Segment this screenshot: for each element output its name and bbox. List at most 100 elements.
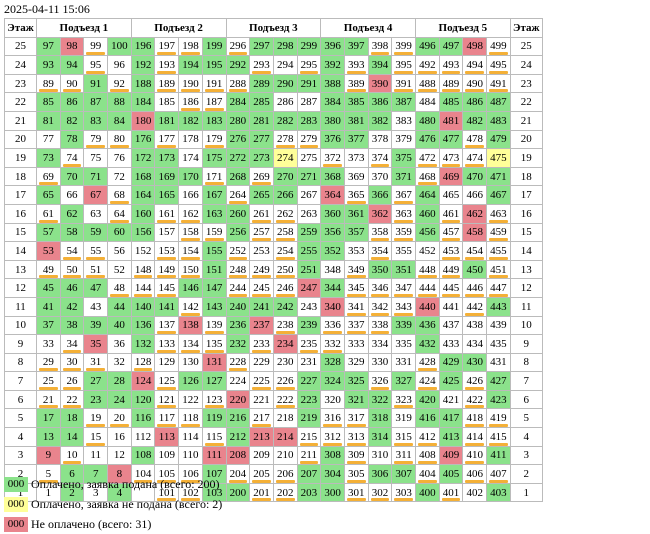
- apartment-number: 141: [158, 300, 176, 313]
- apartment-number: 303: [395, 486, 412, 499]
- apartment-cell: 259: [296, 222, 322, 243]
- apartment-cell: 337: [343, 315, 369, 336]
- apartment-number: 149: [158, 263, 176, 276]
- apartment-cell: 30: [59, 352, 85, 373]
- floor-number: 23: [4, 73, 37, 94]
- apartments-table: Этаж Подъезд 1 Подъезд 2 Подъезд 3 Подъе…: [4, 18, 543, 503]
- apartment-cell: 443: [486, 296, 511, 317]
- apartment-number: 128: [134, 356, 152, 369]
- apartment-cell: 240: [225, 296, 251, 317]
- apartment-cell: 329: [343, 352, 369, 373]
- apartment-cell: 282: [272, 110, 298, 131]
- apartment-number: 99: [90, 40, 102, 53]
- apartment-cell: 357: [343, 222, 369, 243]
- floor-number: 19: [509, 148, 543, 168]
- apartment-cell: 237: [249, 315, 274, 336]
- apartment-cell: 69: [36, 166, 61, 187]
- apartment-cell: 273: [249, 148, 274, 168]
- apartment-number: 305: [348, 468, 365, 481]
- apartment-number: 97: [42, 40, 54, 53]
- apartment-number: 22: [66, 393, 78, 406]
- apartment-cell: 66: [59, 185, 85, 205]
- apartment-cell: 108: [130, 445, 156, 466]
- apartment-number: 132: [134, 337, 152, 350]
- apartment-cell: 131: [201, 352, 227, 373]
- apartment-cell: 158: [178, 222, 203, 243]
- apartment-cell: 391: [391, 73, 416, 94]
- entrance-header-2: Подъезд 2: [130, 18, 227, 38]
- apartment-cell: 266: [272, 185, 298, 205]
- apartment-cell: 279: [296, 129, 322, 150]
- apartment-cell: 310: [367, 445, 393, 466]
- entrance-header-1: Подъезд 1: [36, 18, 132, 38]
- apartment-cell: 2: [59, 482, 85, 503]
- apartment-cell: 29: [36, 352, 61, 373]
- apartment-number: 188: [134, 77, 152, 90]
- apartment-cell: 209: [249, 445, 274, 466]
- apartment-cell: 101: [154, 482, 180, 503]
- apartment-cell: 55: [83, 241, 109, 261]
- apartment-cell: 270: [272, 166, 298, 187]
- apartment-cell: 187: [201, 92, 227, 112]
- apartment-cell: 203: [296, 482, 322, 503]
- apartment-number: 95: [90, 58, 102, 71]
- apartment-number: 278: [276, 133, 294, 146]
- apartment-number: 265: [253, 189, 270, 202]
- apartment-number: 10: [66, 449, 78, 462]
- apartment-number: 79: [90, 133, 102, 146]
- apartment-number: 116: [135, 412, 152, 425]
- apartment-cell: 141: [154, 296, 180, 317]
- apartment-number: 86: [66, 96, 78, 109]
- apartment-cell: 162: [178, 203, 203, 224]
- apartment-cell: 153: [154, 241, 180, 261]
- apartment-cell: 79: [83, 129, 109, 150]
- floor-number: 9: [4, 334, 37, 354]
- apartment-cell: 218: [272, 408, 298, 429]
- apartment-cell: 185: [154, 92, 180, 112]
- apartment-number: 302: [371, 486, 389, 499]
- floor-number: 6: [4, 389, 37, 410]
- apartment-number: 45: [42, 282, 54, 295]
- apartment-cell: 477: [438, 129, 464, 150]
- apartment-number: 285: [253, 96, 270, 109]
- apartment-cell: 35: [83, 334, 109, 354]
- apartment-number: 204: [229, 468, 247, 481]
- apartment-number: 422: [466, 393, 483, 406]
- apartment-cell: 426: [462, 371, 488, 391]
- apartment-number: 339: [395, 319, 412, 332]
- apartment-cell: 73: [36, 148, 61, 168]
- apartment-cell: 370: [367, 166, 393, 187]
- apartment-number: 337: [348, 319, 365, 332]
- apartment-number: 72: [113, 170, 125, 183]
- apartment-cell: 31: [83, 352, 109, 373]
- apartment-number: 34: [66, 337, 78, 350]
- apartment-number: 48: [113, 282, 125, 295]
- apartment-cell: 379: [391, 129, 416, 150]
- apartment-cell: 14: [59, 427, 85, 447]
- floor-number: 24: [509, 55, 543, 75]
- apartment-number: 478: [466, 133, 483, 146]
- apartment-cell: 76: [107, 148, 132, 168]
- apartment-cell: 318: [367, 408, 393, 429]
- apartment-cell: 499: [486, 36, 511, 57]
- apartment-cell: 176: [130, 129, 156, 150]
- apartment-cell: 308: [320, 445, 345, 466]
- apartment-cell: 365: [343, 185, 369, 205]
- apartment-cell: 189: [154, 73, 180, 94]
- apartment-number: 460: [419, 207, 436, 220]
- apartment-cell: 455: [486, 241, 511, 261]
- apartment-cell: 38: [59, 315, 85, 336]
- apartment-cell: 8: [107, 464, 132, 484]
- floor-number: 8: [509, 352, 543, 373]
- apartment-number: 55: [90, 244, 102, 257]
- apartment-cell: 420: [415, 389, 440, 410]
- apartment-cell: 343: [391, 296, 416, 317]
- apartment-cell: 292: [225, 55, 251, 75]
- apartment-cell: 205: [249, 464, 274, 484]
- apartment-cell: 7: [83, 464, 109, 484]
- table-row: 13 49 50 51 52 148 149 150 151 248 249 250 251 348 349…: [4, 259, 543, 280]
- apartment-cell: 369: [343, 166, 369, 187]
- apartment-number: 353: [348, 244, 365, 257]
- apartment-cell: 211: [296, 445, 322, 466]
- apartment-cell: 197: [154, 36, 180, 57]
